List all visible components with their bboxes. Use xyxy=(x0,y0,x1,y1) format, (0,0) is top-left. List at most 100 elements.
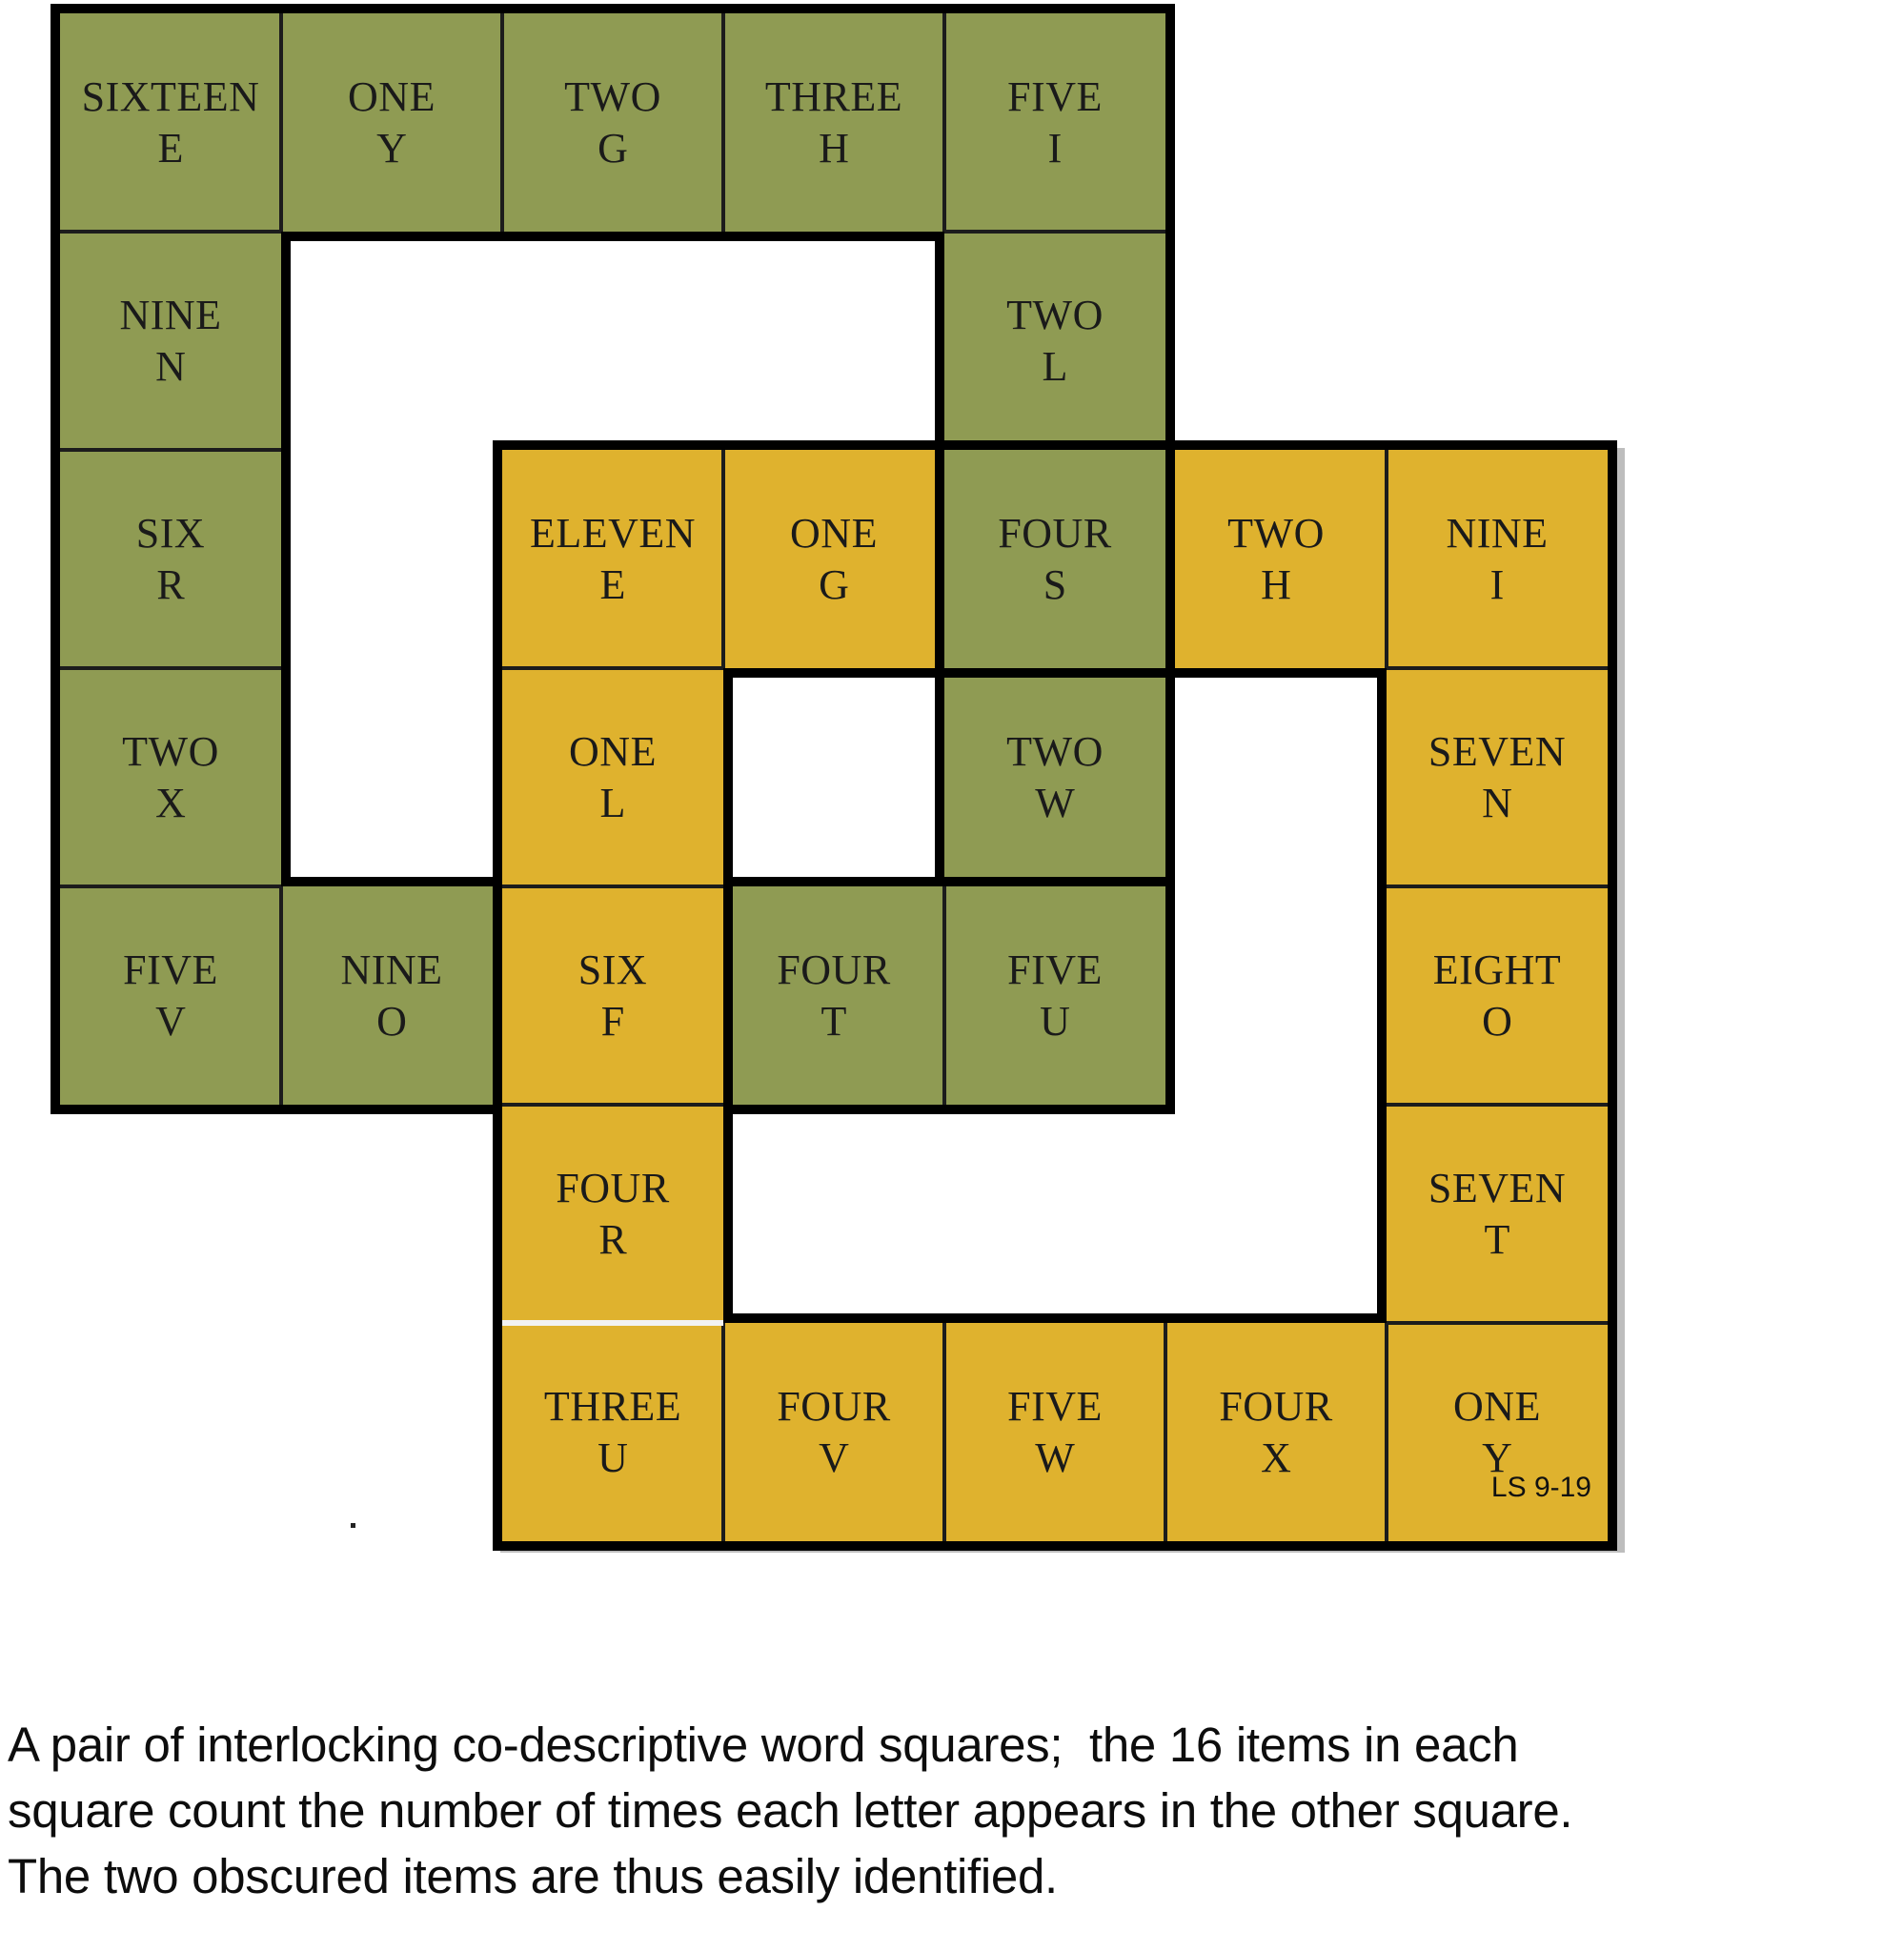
yellow-cell-r4c5: SEVEN T xyxy=(1387,1105,1608,1323)
cell-letter: T xyxy=(820,997,847,1045)
green-cell-r2c1: NINE N xyxy=(60,232,281,450)
cell-letter: X xyxy=(1261,1434,1291,1481)
cell-letter: U xyxy=(1040,997,1070,1045)
green-cell-r5c1: FIVE V xyxy=(60,886,281,1105)
cell-letter: U xyxy=(598,1434,628,1481)
caption-line-2: square count the number of times each le… xyxy=(8,1783,1573,1838)
cell-letter: N xyxy=(155,342,186,390)
cell-separator xyxy=(1387,1103,1608,1107)
yellow-cell-r5c3: FIVE W xyxy=(944,1323,1165,1541)
cell-word: TWO xyxy=(122,727,219,775)
cell-word: FOUR xyxy=(556,1164,670,1211)
yellow-cell-r5c2: FOUR V xyxy=(723,1323,944,1541)
cell-separator xyxy=(942,1323,946,1541)
cell-separator xyxy=(1387,1321,1608,1325)
yellow-cell-r3c5: EIGHT O xyxy=(1387,886,1608,1105)
cell-letter: H xyxy=(819,124,849,172)
plate-label: LS 9-19 xyxy=(1490,1472,1591,1503)
cell-word: TWO xyxy=(1006,291,1104,338)
cell-word: SIX xyxy=(135,509,206,557)
cell-separator xyxy=(500,13,504,232)
green-cell-r4c5: TWO W xyxy=(944,668,1165,886)
green-cell-r4c1: TWO X xyxy=(60,668,281,886)
cell-letter: R xyxy=(156,560,185,608)
cell-separator xyxy=(502,666,723,670)
cell-word: ONE xyxy=(1453,1382,1541,1430)
green-hole-border-extension xyxy=(935,877,1175,886)
cell-word: EIGHT xyxy=(1432,946,1562,993)
cell-letter: E xyxy=(599,560,626,608)
green-cell-r5c4: FOUR T xyxy=(723,886,944,1105)
yellow-cell-r4c1: FOUR R xyxy=(502,1105,723,1323)
yellow-ring-bottom-strip xyxy=(502,1323,1608,1541)
cell-letter: G xyxy=(819,560,849,608)
cell-word: FOUR xyxy=(777,1382,891,1430)
cell-separator xyxy=(279,886,283,1105)
cell-word: NINE xyxy=(340,946,443,993)
cell-word: TWO xyxy=(1006,727,1104,775)
cell-word: FIVE xyxy=(1007,946,1103,993)
green-ring-top-strip xyxy=(60,13,1165,232)
cell-word: SIXTEEN xyxy=(81,72,260,120)
yellow-cell-r1c5: NINE I xyxy=(1387,450,1608,668)
cell-word: FIVE xyxy=(1007,72,1103,120)
cell-letter: L xyxy=(599,779,626,826)
cell-separator xyxy=(279,13,283,232)
green-cell-r3c5-over-yellow: FOUR S xyxy=(935,440,1175,678)
cell-letter: R xyxy=(598,1215,627,1263)
cell-word: ONE xyxy=(569,727,657,775)
cell-word: SEVEN xyxy=(1428,1164,1567,1211)
yellow-hole-border xyxy=(723,668,1387,1323)
cell-word: TWO xyxy=(564,72,661,120)
cell-letter: N xyxy=(1482,779,1512,826)
yellow-cell-r5c4: FOUR X xyxy=(1165,1323,1387,1541)
yellow-cell-r3c1: SIX F xyxy=(502,886,723,1105)
cell-letter: E xyxy=(157,124,184,172)
yellow-cell-r2c5: SEVEN N xyxy=(1387,668,1608,886)
cell-letter: I xyxy=(1489,560,1505,608)
caption-line-1: A pair of interlocking co-descriptive wo… xyxy=(8,1718,1519,1772)
green-ring-left-strip xyxy=(60,232,281,886)
green-cell-r1c3: TWO G xyxy=(502,13,723,232)
cell-separator xyxy=(721,450,725,668)
cell-separator xyxy=(502,1103,723,1107)
cell-word: FIVE xyxy=(1007,1382,1103,1430)
cell-separator xyxy=(60,666,281,670)
cell-separator xyxy=(1385,450,1388,668)
cell-letter: Y xyxy=(376,124,407,172)
cell-separator xyxy=(1387,884,1608,888)
cell-word: FOUR xyxy=(777,946,891,993)
cell-separator xyxy=(1387,666,1608,670)
cell-letter: H xyxy=(1261,560,1291,608)
cell-word: ONE xyxy=(348,72,435,120)
cell-word: THREE xyxy=(764,72,903,120)
yellow-cell-r1c4: TWO H xyxy=(1165,450,1387,668)
yellow-cell-r5c5: ONE Y xyxy=(1387,1323,1608,1541)
green-cell-r5c5: FIVE U xyxy=(944,886,1165,1105)
caption-line-3: The two obscured items are thus easily i… xyxy=(8,1849,1058,1903)
cell-letter: V xyxy=(819,1434,849,1481)
cell-word: THREE xyxy=(543,1382,682,1430)
green-cell-r3c1: SIX R xyxy=(60,450,281,668)
yellow-cell-r1c1: ELEVEN E xyxy=(502,450,723,668)
cell-letter: F xyxy=(600,997,625,1045)
cell-separator xyxy=(1385,1323,1388,1541)
cell-separator xyxy=(60,884,281,888)
yellow-ring-left-strip xyxy=(502,668,723,1323)
green-cell-r1c5: FIVE I xyxy=(944,13,1165,232)
cell-separator-light xyxy=(502,1320,723,1326)
cell-letter: O xyxy=(1482,997,1512,1045)
yellow-border-shadow-right xyxy=(1617,448,1625,1553)
cell-word: FIVE xyxy=(123,946,218,993)
cell-word: SEVEN xyxy=(1428,727,1567,775)
cell-letter: T xyxy=(1484,1215,1510,1263)
cell-separator xyxy=(502,884,723,888)
yellow-cell-r1c2: ONE G xyxy=(723,450,944,668)
cell-separator xyxy=(721,13,725,232)
green-cell-r5c2: NINE O xyxy=(281,886,502,1105)
green-cell-r1c1: SIXTEEN E xyxy=(60,13,281,232)
cell-letter: V xyxy=(155,997,186,1045)
green-cell-r2c5: TWO L xyxy=(944,232,1165,450)
cell-word: FOUR xyxy=(998,509,1112,557)
stray-dot xyxy=(351,1523,355,1528)
